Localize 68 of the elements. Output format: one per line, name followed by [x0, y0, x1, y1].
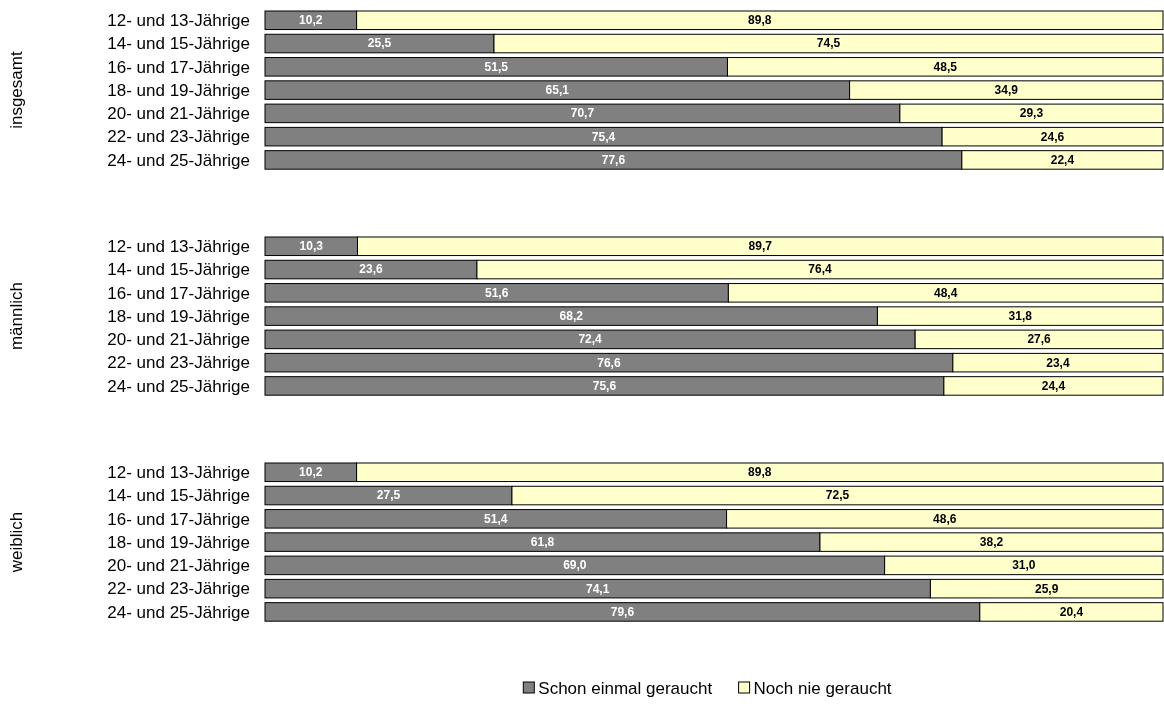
data-label: 75,6 — [592, 378, 617, 393]
y-tick-label: 18- und 19-Jährige — [107, 532, 250, 552]
data-label: 22,4 — [1050, 152, 1075, 167]
data-label: 38,2 — [979, 535, 1004, 550]
data-label: 25,9 — [1035, 581, 1059, 596]
y-tick-label: 14- und 15-Jährige — [107, 260, 250, 280]
data-label: 31,0 — [1012, 558, 1036, 573]
y-tick-label: 24- und 25-Jährige — [107, 602, 250, 622]
data-label: 29,3 — [1019, 106, 1044, 121]
data-label: 79,6 — [610, 604, 635, 619]
data-label: 76,6 — [597, 355, 621, 370]
y-tick-label: 22- und 23-Jährige — [107, 127, 250, 147]
data-label: 51,5 — [484, 59, 509, 74]
data-label: 10,3 — [299, 239, 324, 254]
y-tick-label: 24- und 25-Jährige — [107, 376, 250, 396]
data-label: 24,6 — [1040, 129, 1065, 144]
data-label: 61,8 — [530, 535, 555, 550]
y-tick-label: 12- und 13-Jährige — [107, 462, 250, 482]
y-tick-label: 24- und 25-Jährige — [107, 150, 250, 170]
data-label: 48,6 — [933, 511, 957, 526]
data-label: 10,2 — [299, 13, 323, 28]
data-label: 76,4 — [808, 262, 832, 277]
data-label: 34,9 — [994, 83, 1019, 98]
data-label: 69,0 — [563, 558, 587, 573]
data-label: 70,7 — [570, 106, 595, 121]
data-label: 20,4 — [1059, 604, 1084, 619]
data-label: 65,1 — [545, 83, 570, 98]
data-label: 27,6 — [1027, 332, 1052, 347]
y-tick-label: 14- und 15-Jährige — [107, 34, 250, 54]
y-tick-label: 20- und 21-Jährige — [107, 556, 250, 576]
data-label: 51,4 — [484, 511, 508, 526]
legend-label: Schon einmal geraucht — [538, 678, 713, 698]
data-label: 72,5 — [825, 488, 850, 503]
data-label: 77,6 — [601, 152, 626, 167]
y-tick-label: 20- und 21-Jährige — [107, 330, 250, 350]
y-tick-label: 22- und 23-Jährige — [107, 579, 250, 599]
y-tick-label: 12- und 13-Jährige — [107, 236, 250, 256]
y-axis-title: männlich — [7, 282, 26, 351]
y-tick-label: 12- und 13-Jährige — [107, 10, 250, 30]
y-tick-label: 20- und 21-Jährige — [107, 104, 250, 124]
legend-label: Noch nie geraucht — [753, 678, 892, 698]
data-label: 23,6 — [359, 262, 383, 277]
data-label: 74,5 — [816, 36, 841, 51]
y-tick-label: 22- und 23-Jährige — [107, 353, 250, 373]
data-label: 74,1 — [586, 581, 610, 596]
y-tick-label: 16- und 17-Jährige — [107, 283, 250, 303]
data-label: 72,4 — [578, 332, 603, 347]
data-label: 23,4 — [1046, 355, 1070, 370]
data-label: 25,5 — [367, 36, 392, 51]
data-label: 89,8 — [748, 13, 772, 28]
y-tick-label: 18- und 19-Jährige — [107, 306, 250, 326]
y-tick-label: 14- und 15-Jährige — [107, 486, 250, 506]
data-label: 89,7 — [748, 239, 773, 254]
data-label: 75,4 — [591, 129, 616, 144]
y-axis-title: weiblich — [7, 511, 26, 574]
data-label: 24,4 — [1041, 378, 1066, 393]
data-label: 31,8 — [1008, 309, 1033, 324]
data-label: 10,2 — [299, 465, 323, 480]
data-label: 27,5 — [376, 488, 401, 503]
y-tick-label: 18- und 19-Jährige — [107, 80, 250, 100]
y-axis-title: insgesamt — [7, 51, 26, 129]
data-label: 51,6 — [485, 285, 509, 300]
y-tick-label: 16- und 17-Jährige — [107, 509, 250, 529]
data-label: 68,2 — [559, 309, 584, 324]
data-label: 48,4 — [934, 285, 958, 300]
data-label: 89,8 — [748, 465, 772, 480]
y-tick-label: 16- und 17-Jährige — [107, 57, 250, 77]
data-label: 48,5 — [933, 59, 958, 74]
